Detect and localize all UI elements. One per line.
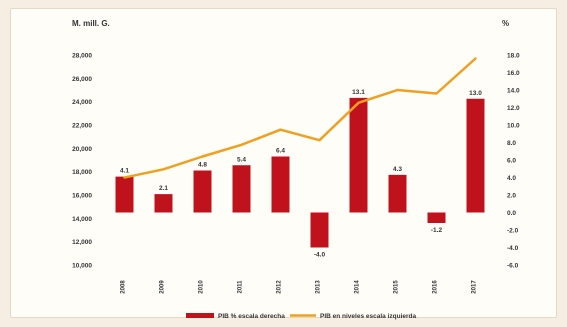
bar-data-label: 13.0 — [469, 90, 482, 97]
legend: PIB % escala derecha PIB en niveles escal… — [186, 313, 416, 320]
right-axis-unit: % — [502, 19, 509, 28]
bar — [232, 165, 251, 213]
left-axis-tick-label: 22,000 — [72, 123, 92, 130]
line-point — [435, 92, 438, 95]
right-axis-tick-label: -4.0 — [507, 245, 519, 252]
bar — [427, 212, 446, 223]
right-axis-ticks: -6.0 -4.0 -2.0 0.0 2.0 4.0 6.0 8.0 10.0 12.0 14.0 1… — [507, 53, 520, 270]
legend-label: PIB % escala derecha — [218, 313, 285, 320]
bar-series — [115, 97, 485, 248]
x-axis-tick-label: 2009 — [160, 280, 166, 294]
bar — [310, 212, 329, 248]
x-axis-tick-label: 2017 — [472, 280, 478, 294]
bar-data-label: 4.8 — [198, 162, 207, 169]
right-axis-tick-label: 12.0 — [507, 105, 520, 112]
right-axis-tick-label: 0.0 — [507, 210, 516, 217]
left-axis-tick-label: 10,000 — [72, 263, 92, 270]
line-point — [123, 176, 126, 179]
bar — [349, 97, 368, 213]
left-axis-tick-label: 16,000 — [72, 193, 92, 200]
bar — [115, 176, 134, 213]
right-axis-tick-label: 10.0 — [507, 123, 520, 130]
bar-data-label: 6.4 — [276, 148, 285, 155]
line-point — [162, 168, 165, 171]
bar — [271, 156, 290, 213]
bar-data-label: 13.1 — [352, 89, 365, 96]
bar-data-labels: 4.1 2.1 4.8 5.4 6.4 -4.0 13.1 4.3 -1.2 13.0 — [120, 89, 482, 259]
right-axis-tick-label: 18.0 — [507, 53, 520, 60]
x-axis-tick-label: 2010 — [199, 280, 205, 294]
right-axis-tick-label: -6.0 — [507, 263, 519, 270]
bar-data-label: -4.0 — [314, 252, 326, 259]
bar-data-label: 4.3 — [393, 166, 402, 173]
line-point — [474, 57, 477, 60]
line-series — [123, 57, 477, 179]
line-point — [396, 88, 399, 92]
legend-label: PIB en niveles escala izquierda — [320, 313, 416, 320]
x-axis-tick-label: 2015 — [394, 280, 400, 294]
bar — [388, 174, 407, 213]
right-axis-tick-label: -2.0 — [507, 228, 519, 235]
x-axis-tick-label: 2013 — [316, 280, 322, 294]
line-point — [201, 155, 204, 158]
line-point — [279, 128, 282, 131]
left-axis-tick-label: 28,000 — [72, 53, 92, 60]
line-point — [318, 138, 321, 142]
left-axis-tick-label: 24,000 — [72, 99, 92, 106]
left-axis-tick-label: 26,000 — [72, 76, 92, 83]
x-axis-tick-label: 2008 — [121, 280, 127, 294]
left-axis-tick-label: 20,000 — [72, 146, 92, 153]
bar — [193, 170, 212, 213]
left-axis-tick-label: 18,000 — [72, 169, 92, 176]
right-axis-tick-label: 4.0 — [507, 175, 516, 182]
legend-swatch-bar — [186, 313, 214, 318]
x-axis-ticks: 2008 2009 2010 2011 2012 2013 2014 2015 2016 2017 — [121, 280, 478, 294]
bar — [466, 98, 485, 213]
bar — [154, 194, 173, 213]
line-path — [124, 57, 477, 179]
x-axis-tick-label: 2014 — [355, 280, 361, 294]
right-axis-tick-label: 8.0 — [507, 140, 516, 147]
left-axis-unit: M. mill. G. — [72, 19, 110, 28]
right-axis-tick-label: 14.0 — [507, 88, 520, 95]
bar-data-label: -1.2 — [431, 227, 443, 234]
line-point — [357, 101, 360, 105]
right-axis-tick-label: 16.0 — [507, 70, 520, 77]
left-axis-tick-label: 14,000 — [72, 216, 92, 223]
x-axis-tick-label: 2016 — [433, 280, 439, 294]
left-axis-tick-label: 12,000 — [72, 239, 92, 246]
right-axis-tick-label: 2.0 — [507, 193, 516, 200]
x-axis-tick-label: 2011 — [238, 280, 244, 294]
line-point — [240, 143, 243, 147]
left-axis-ticks: 10,000 12,000 14,000 16,000 18,000 20,000 22,0… — [72, 53, 92, 270]
right-axis-tick-label: 6.0 — [507, 158, 516, 165]
x-axis-tick-label: 2012 — [277, 280, 283, 294]
bar-data-label: 4.1 — [120, 168, 129, 175]
bar-data-label: 2.1 — [159, 185, 168, 192]
bar-data-label: 5.4 — [237, 156, 246, 163]
